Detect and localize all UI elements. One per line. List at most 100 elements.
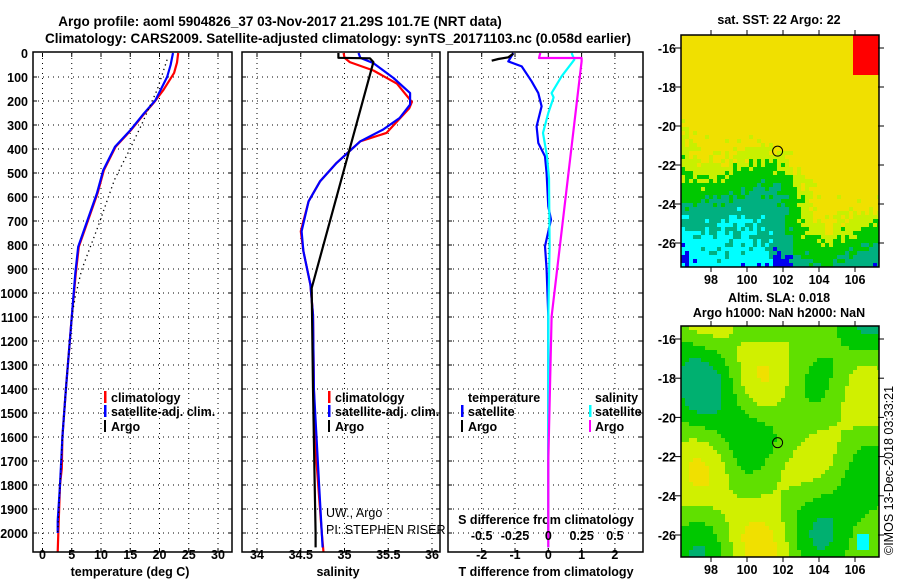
ytick-label: 1300: [0, 359, 28, 373]
xtick-label: -2: [476, 548, 487, 562]
xtick-label: 0: [545, 548, 552, 562]
lat-tick-label: -16: [658, 42, 676, 56]
salinity-legend: climatology satellite-adj. clim. Argo UW…: [326, 391, 445, 537]
ytick-label: 0: [21, 47, 28, 61]
legend-label: satellite-adj. clim.: [111, 405, 215, 419]
lon-tick-label: 106: [845, 563, 866, 577]
lon-tick-label: 102: [773, 563, 794, 577]
xtick-label: 34: [250, 548, 264, 562]
xtick-label: 25: [182, 548, 196, 562]
lon-tick-label: 100: [737, 563, 758, 577]
ytick-label: 400: [7, 143, 28, 157]
legend-swatch-s-argo: [589, 420, 591, 432]
ytick-label: 1400: [0, 383, 28, 397]
ytick-label: 200: [7, 95, 28, 109]
lon-tick-label: 100: [737, 273, 758, 287]
series-line-temperature-argo: [491, 52, 514, 62]
legend-label: Argo: [595, 420, 625, 434]
legend-label: satellite-adj. clim.: [335, 405, 439, 419]
panel-difference: [447, 51, 644, 553]
ytick-label: 1600: [0, 431, 28, 445]
xtick-label: 35.5: [376, 548, 400, 562]
map-frame: [680, 325, 880, 558]
series-line-climatology: [56, 52, 180, 553]
secondary-xtick-label: 0.25: [569, 529, 593, 543]
ytick-label: 1000: [0, 287, 28, 301]
ytick-label: 500: [7, 167, 28, 181]
xtick-label: 35: [338, 548, 352, 562]
legend-label: Argo: [468, 420, 498, 434]
lat-tick-label: -20: [658, 120, 676, 134]
xtick-label: 5: [68, 548, 75, 562]
sst-map-title: sat. SST: 22 Argo: 22: [717, 13, 840, 27]
legend-title-temperature: temperature: [468, 391, 540, 405]
lon-tick-label: 104: [809, 273, 830, 287]
secondary-xlabel: S difference from climatology: [458, 513, 634, 527]
sst-map: [681, 35, 879, 267]
xlabel-salinity: salinity: [316, 565, 359, 579]
lat-tick-label: -18: [658, 372, 676, 386]
title-line-2: Climatology: CARS2009. Satellite-adjuste…: [45, 31, 631, 46]
lat-tick-label: -24: [658, 490, 676, 504]
xtick-label: 10: [94, 548, 108, 562]
lat-tick-label: -16: [658, 333, 676, 347]
legend-label: climatology: [335, 391, 405, 405]
xtick-label: 30: [211, 548, 225, 562]
ytick-label: 800: [7, 239, 28, 253]
secondary-xtick-label: 0: [545, 529, 552, 543]
legend-title-salinity: salinity: [595, 391, 638, 405]
legend-swatch-climatology: [328, 391, 331, 403]
ytick-label: 100: [7, 71, 28, 85]
lon-tick-label: 98: [704, 273, 718, 287]
xtick-label: 34.5: [289, 548, 313, 562]
ytick-label: 1100: [1, 311, 28, 325]
legend-swatch-argo: [104, 420, 106, 432]
ytick-label: 1800: [0, 479, 28, 493]
plot-frame: [447, 51, 644, 553]
lat-tick-label: -20: [658, 411, 676, 425]
series-line-salinity-satellite: [541, 52, 576, 548]
sla-map: [681, 326, 879, 557]
xtick-label: 0: [39, 548, 46, 562]
lat-tick-label: -22: [658, 159, 676, 173]
ytick-label: 1900: [0, 503, 28, 517]
plot-frame: [241, 51, 441, 553]
legend-swatch-satellite: [328, 405, 331, 417]
legend-label: satellite: [468, 405, 515, 419]
ytick-label: 2000: [0, 527, 28, 541]
lat-tick-label: -24: [658, 198, 676, 212]
legend-swatch-t-argo: [461, 420, 463, 432]
ytick-label: 900: [7, 263, 28, 277]
panel-salinity: [241, 51, 441, 553]
ytick-label: 700: [7, 215, 28, 229]
legend-swatch-t-satellite: [461, 405, 464, 417]
secondary-xtick-label: -0.5: [471, 529, 493, 543]
ytick-label: 1700: [0, 455, 28, 469]
legend-swatch-argo: [328, 420, 330, 432]
ytick-label: 300: [7, 119, 28, 133]
difference-legend: temperature satellite Argo salinity sate…: [458, 391, 641, 527]
legend-swatch-satellite: [104, 405, 107, 417]
lat-tick-label: -26: [658, 237, 676, 251]
map-frame: [680, 34, 880, 268]
xtick-label: 36: [425, 548, 439, 562]
xlabel-temperature: temperature (deg C): [71, 565, 190, 579]
legend-label: satellite: [595, 405, 642, 419]
lat-tick-label: -22: [658, 451, 676, 465]
xtick-label: 1: [578, 548, 585, 562]
credit-text: ©IMOS 13-Dec-2018 03:33:21: [882, 386, 896, 555]
legend-label: Argo: [111, 420, 141, 434]
panel-temperature: [32, 51, 233, 553]
xtick-label: -1: [509, 548, 520, 562]
series-line-argo: [310, 53, 375, 548]
argo-position-marker: [772, 145, 784, 157]
xtick-label: 2: [611, 548, 618, 562]
secondary-xtick-label: -0.25: [501, 529, 530, 543]
annotation-line-2: PI: STEPHEN RISER: [326, 523, 445, 537]
xtick-label: 20: [153, 548, 167, 562]
xtick-label: 15: [123, 548, 137, 562]
legend-swatch-s-satellite: [589, 405, 592, 417]
annotation-line-1: UW., Argo: [326, 506, 382, 520]
